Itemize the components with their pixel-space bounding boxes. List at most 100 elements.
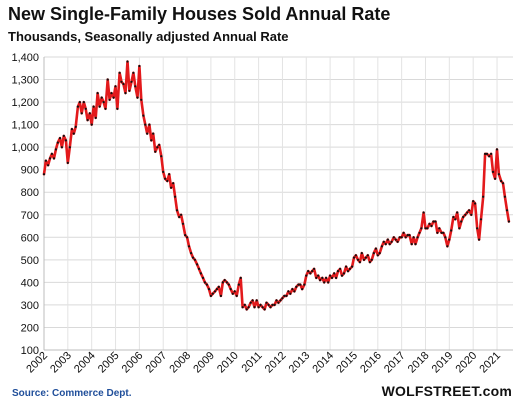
chart-title: New Single-Family Houses Sold Annual Rat… — [8, 4, 391, 24]
data-point — [217, 285, 220, 288]
data-point — [259, 303, 262, 306]
data-point — [416, 236, 419, 239]
x-tick-label: 2004 — [72, 350, 98, 376]
data-point — [356, 258, 360, 261]
data-point — [106, 78, 109, 81]
data-point — [340, 274, 344, 277]
x-tick-label: 2015 — [334, 350, 360, 376]
data-point — [110, 92, 113, 95]
data-point — [187, 245, 191, 248]
data-point — [440, 231, 443, 234]
data-point — [420, 227, 423, 230]
data-point — [98, 105, 101, 108]
data-point — [92, 105, 95, 108]
data-point — [398, 236, 401, 239]
x-tick-label: 2018 — [406, 350, 432, 376]
data-point — [168, 173, 171, 176]
data-point — [279, 299, 282, 302]
data-point — [265, 301, 268, 304]
data-point — [430, 224, 433, 228]
data-point — [64, 139, 67, 142]
x-tick-label: 2021 — [477, 350, 503, 376]
data-point — [128, 89, 131, 92]
data-point — [408, 234, 411, 237]
data-point — [269, 306, 272, 309]
data-point — [94, 116, 97, 119]
data-point — [346, 270, 350, 273]
data-point — [58, 137, 62, 140]
data-point — [500, 179, 503, 183]
data-point — [162, 170, 165, 173]
data-point — [96, 92, 99, 95]
data-point — [199, 272, 202, 275]
data-point — [434, 220, 437, 223]
source-note: Source: Commerce Dept. — [12, 388, 132, 399]
data-point — [428, 222, 431, 225]
x-axis-ticks: 2002200320042005200620072008200920102011… — [24, 350, 503, 376]
data-point — [297, 283, 300, 286]
data-point — [275, 299, 278, 302]
data-point — [160, 155, 163, 158]
data-point — [406, 234, 409, 237]
data-point — [319, 279, 322, 282]
data-point — [144, 123, 147, 126]
plot-area — [42, 60, 511, 311]
data-point — [62, 134, 65, 137]
data-point — [120, 80, 123, 83]
data-point — [360, 252, 363, 255]
data-point — [88, 112, 91, 115]
data-point — [134, 85, 137, 88]
data-point — [156, 146, 159, 149]
data-point — [223, 279, 226, 282]
y-tick-label: 100 — [21, 345, 39, 357]
x-tick-label: 2019 — [430, 350, 456, 376]
x-tick-label: 2009 — [191, 350, 217, 376]
y-tick-label: 1,200 — [11, 97, 39, 109]
data-point — [68, 146, 71, 149]
data-point — [388, 243, 391, 246]
data-point — [227, 283, 230, 286]
data-point — [180, 213, 183, 216]
y-tick-label: 600 — [21, 232, 39, 244]
data-point — [386, 238, 389, 241]
data-point — [211, 292, 214, 295]
data-point — [247, 306, 250, 309]
x-tick-label: 2017 — [382, 350, 408, 376]
data-point — [263, 308, 266, 311]
data-point — [295, 285, 298, 288]
data-point — [253, 306, 256, 309]
x-tick-label: 2014 — [310, 350, 336, 376]
x-tick-label: 2011 — [239, 350, 264, 375]
data-point — [505, 209, 509, 212]
data-point — [364, 256, 367, 259]
data-point — [335, 276, 338, 279]
data-point — [287, 290, 290, 293]
data-point — [231, 292, 234, 295]
data-point — [317, 274, 320, 277]
data-point — [146, 132, 149, 135]
watermark-brand: WOLFSTREET.com — [381, 383, 512, 399]
data-point — [476, 227, 479, 230]
data-point — [178, 215, 181, 219]
data-point — [283, 294, 286, 297]
y-tick-label: 400 — [21, 277, 39, 289]
data-point — [313, 267, 316, 270]
data-point — [193, 258, 196, 261]
data-point — [495, 148, 499, 151]
data-point — [325, 276, 328, 279]
data-point — [468, 209, 471, 212]
data-point — [100, 96, 103, 99]
data-point — [170, 186, 173, 189]
x-tick-label: 2006 — [120, 350, 146, 376]
y-axis-ticks: 100 200 300 400 500 600 700 800 900 1,000 1,100 1,2… — [11, 52, 39, 357]
data-point — [330, 276, 334, 279]
data-point — [112, 96, 115, 99]
data-point — [249, 301, 252, 304]
data-point — [323, 281, 326, 284]
data-point — [42, 173, 46, 176]
data-point — [78, 101, 81, 104]
data-point — [138, 64, 141, 68]
data-point — [148, 123, 151, 126]
data-point — [329, 274, 332, 277]
data-point — [470, 213, 473, 216]
